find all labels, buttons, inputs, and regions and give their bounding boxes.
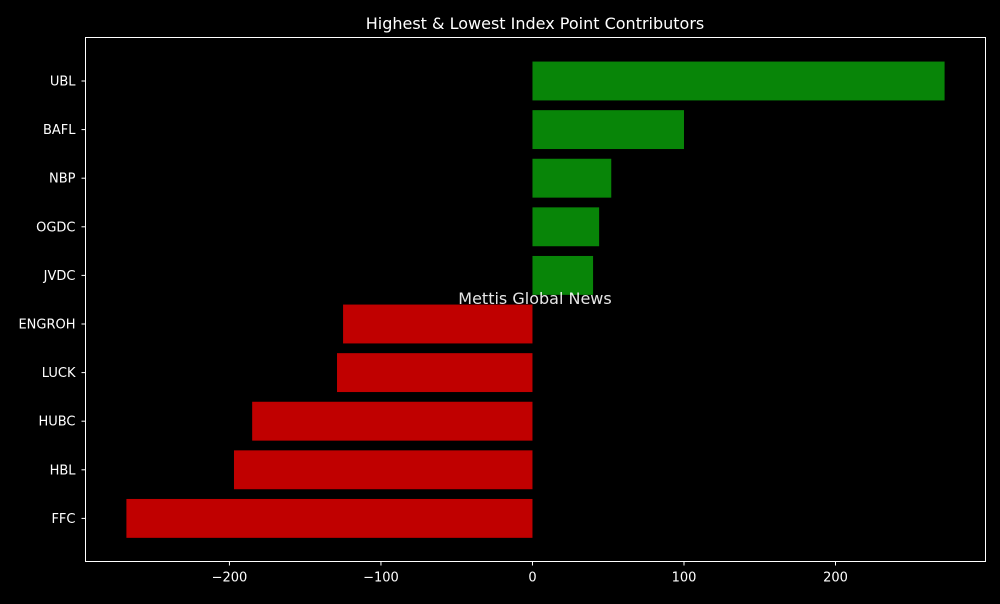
y-tick-label: ENGROH	[18, 318, 75, 333]
y-tick-label: JVDC	[43, 269, 76, 284]
x-tick-label: 200	[823, 571, 848, 586]
x-tick-label: −200	[212, 571, 248, 586]
bar-luck	[337, 353, 533, 393]
y-tick-label: NBP	[49, 172, 76, 187]
y-tick-label: BAFL	[43, 123, 76, 138]
bar-nbp	[532, 158, 612, 198]
plot-frame	[85, 37, 986, 562]
bar-ffc	[126, 498, 533, 538]
y-tick-label: HBL	[50, 463, 77, 478]
x-tick-label: −100	[363, 571, 399, 586]
y-tick-label: LUCK	[42, 366, 76, 381]
bar-jvdc	[532, 255, 594, 295]
y-tick-label: FFC	[51, 512, 75, 527]
chart-title: Highest & Lowest Index Point Contributor…	[366, 14, 705, 33]
bar-hubc	[252, 401, 533, 441]
y-tick-label: OGDC	[36, 220, 75, 235]
watermark: Mettis Global News	[458, 289, 611, 308]
y-tick-label: HUBC	[38, 415, 75, 430]
x-tick-label: 100	[672, 571, 697, 586]
y-tick-label: UBL	[50, 75, 76, 90]
bar-ogdc	[532, 207, 600, 247]
bar-hbl	[233, 450, 533, 490]
bar-engroh	[343, 304, 533, 344]
x-tick-label: 0	[528, 571, 536, 586]
bar-ubl	[532, 61, 945, 101]
bar-bafl	[532, 110, 684, 150]
